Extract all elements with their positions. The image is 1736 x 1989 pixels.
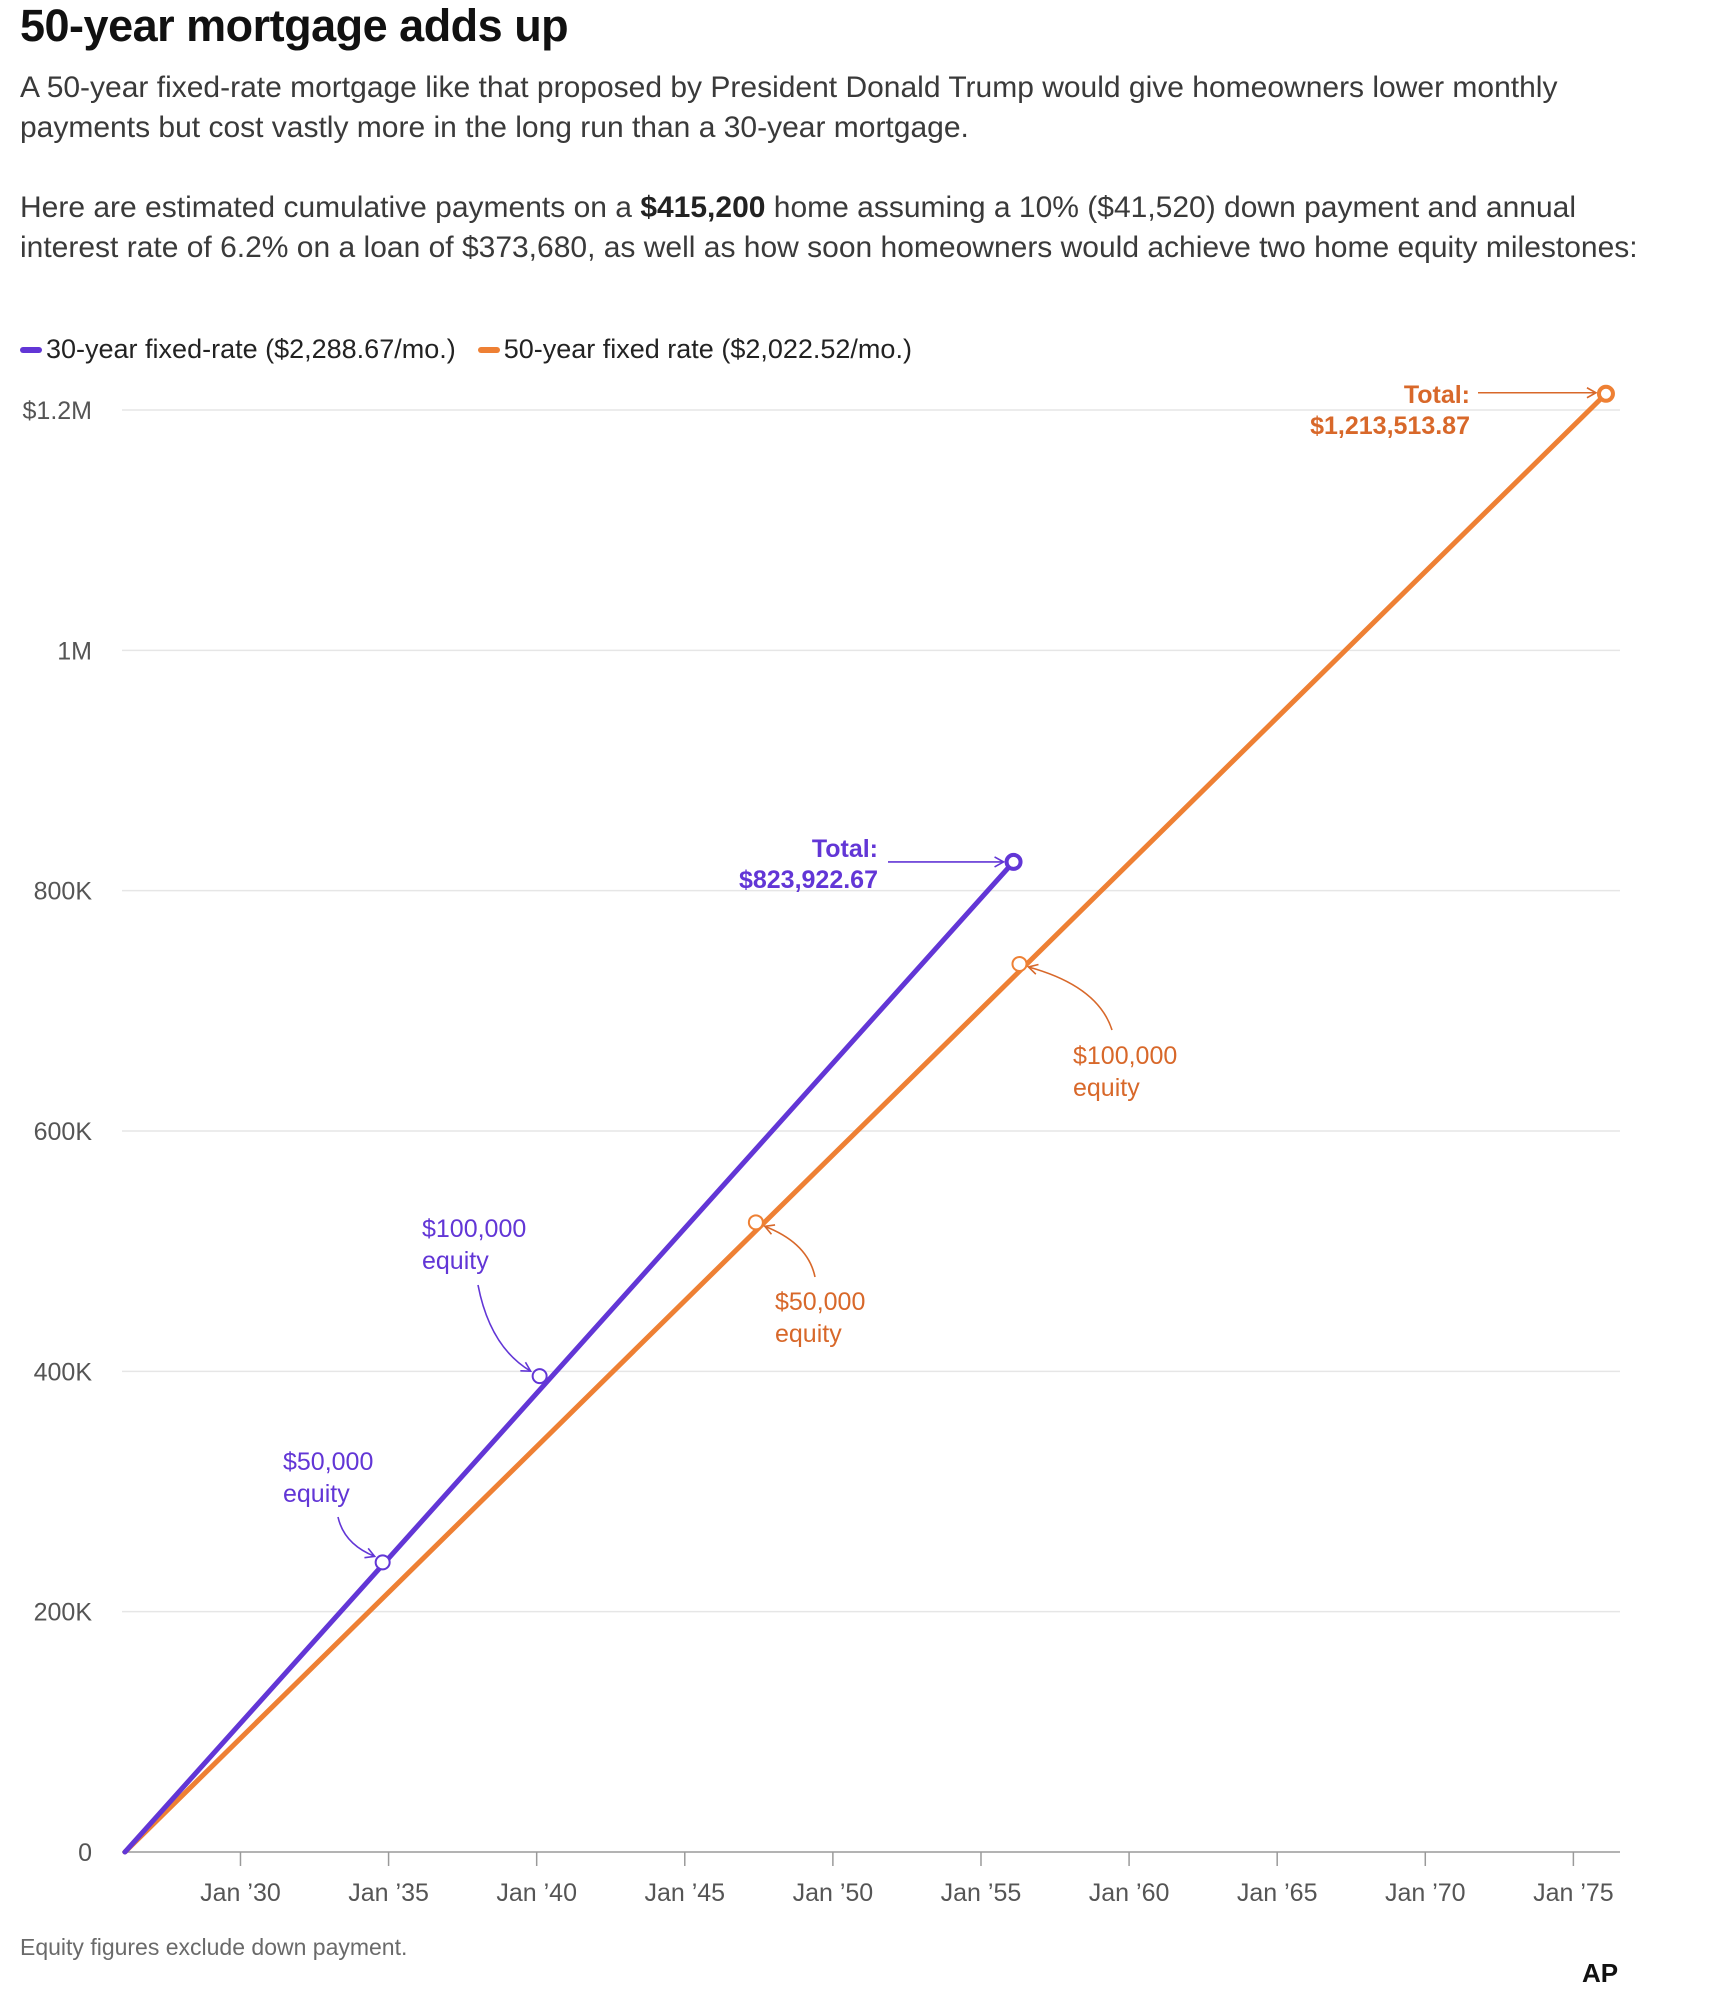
y-tick-label: 200K — [34, 1599, 93, 1627]
legend-swatch-50-year — [477, 346, 500, 353]
x-tick-label: Jan ’70 — [1385, 1879, 1466, 1907]
milestone-arrow-50-year-50k — [763, 1224, 816, 1278]
milestone-marker-thirty — [531, 1368, 548, 1385]
milestone-label-50-year-50k: $50,000 — [775, 1288, 865, 1316]
x-tick-label: Jan ’35 — [348, 1879, 429, 1907]
milestone-arrow-50-year-100k — [1026, 963, 1113, 1031]
milestone-sublabel-30-year-50k: equity — [283, 1480, 350, 1508]
detail-text-before: Here are estimated cumulative payments o… — [20, 191, 641, 224]
detail-text-after: home assuming a 10% ($41,520) down payme… — [20, 191, 1638, 264]
milestone-label-30-year-50k: $50,000 — [283, 1448, 373, 1476]
chart-detail: Here are estimated cumulative payments o… — [20, 188, 1680, 268]
x-tick-label: Jan ’30 — [200, 1879, 281, 1907]
y-tick-label: 800K — [34, 878, 93, 906]
axes: 0 200K 400K 600K 800K 1M $1.2M Jan ’30 Jan ’35 Ja… — [23, 397, 1620, 1907]
x-tick-label: Jan ’65 — [1237, 1879, 1318, 1907]
milestone-sublabel-50-year-50k: equity — [775, 1320, 842, 1348]
x-tick-label: Jan ’50 — [793, 1879, 874, 1907]
chart-intro: A 50-year fixed-rate mortgage like that … — [20, 71, 1558, 144]
milestone-marker-fifty — [747, 1214, 764, 1231]
y-tick-label: 1M — [57, 637, 92, 665]
y-tick-label: 0 — [78, 1839, 92, 1867]
endpoint-marker-fifty — [1596, 384, 1615, 403]
x-tick-label: Jan ’45 — [644, 1879, 725, 1907]
footnote: Equity figures exclude down payment. — [20, 1934, 408, 1960]
milestone-marker-fifty — [1011, 955, 1028, 972]
chart-title: 50-year mortgage adds up — [20, 0, 569, 51]
milestone-arrow-30-year-50k — [337, 1516, 377, 1559]
legend-item-30-year: 30-year fixed-rate ($2,288.67/mo.) — [20, 334, 456, 365]
total-value-50-year: $1,213,513.87 — [1310, 412, 1470, 440]
milestone-marker-thirty — [374, 1554, 391, 1571]
legend-label-50-year: 50-year fixed rate ($2,022.52/mo.) — [503, 334, 912, 364]
milestone-sublabel-30-year-100k: equity — [422, 1247, 489, 1275]
detail-home-price: $415,200 — [640, 191, 766, 224]
total-label-50-year: Total: — [1404, 381, 1470, 409]
legend-swatch-30-year — [20, 346, 42, 353]
milestone-arrow-30-year-100k — [477, 1284, 533, 1372]
y-tick-label: $1.2M — [23, 397, 92, 425]
legend: 30-year fixed-rate ($2,288.67/mo.) 50-ye… — [20, 334, 934, 365]
y-tick-label: 400K — [34, 1358, 93, 1386]
series-line-fifty — [122, 391, 1609, 1855]
total-value-30-year: $823,922.67 — [739, 866, 878, 894]
milestone-label-50-year-100k: $100,000 — [1073, 1042, 1177, 1070]
milestone-sublabel-50-year-100k: equity — [1073, 1074, 1140, 1102]
source-credit: AP — [1582, 1958, 1619, 1988]
legend-label-30-year: 30-year fixed-rate ($2,288.67/mo.) — [46, 334, 456, 364]
y-tick-label: 600K — [34, 1118, 93, 1146]
legend-item-50-year: 50-year fixed rate ($2,022.52/mo.) — [477, 334, 912, 365]
x-tick-label: Jan ’60 — [1089, 1879, 1170, 1907]
series-line-thirty — [122, 859, 1017, 1855]
annotations: Total: $823,922.67 Total: $1,213,513.87 $50,… — [283, 381, 1615, 1571]
milestone-label-30-year-100k: $100,000 — [422, 1215, 526, 1243]
series-lines — [122, 391, 1609, 1855]
x-tick-label: Jan ’75 — [1533, 1879, 1614, 1907]
x-tick-label: Jan ’55 — [941, 1879, 1022, 1907]
endpoint-marker-thirty — [1004, 852, 1023, 871]
gridlines — [122, 409, 1620, 1613]
x-tick-label: Jan ’40 — [496, 1879, 577, 1907]
total-label-30-year: Total: — [812, 835, 878, 863]
